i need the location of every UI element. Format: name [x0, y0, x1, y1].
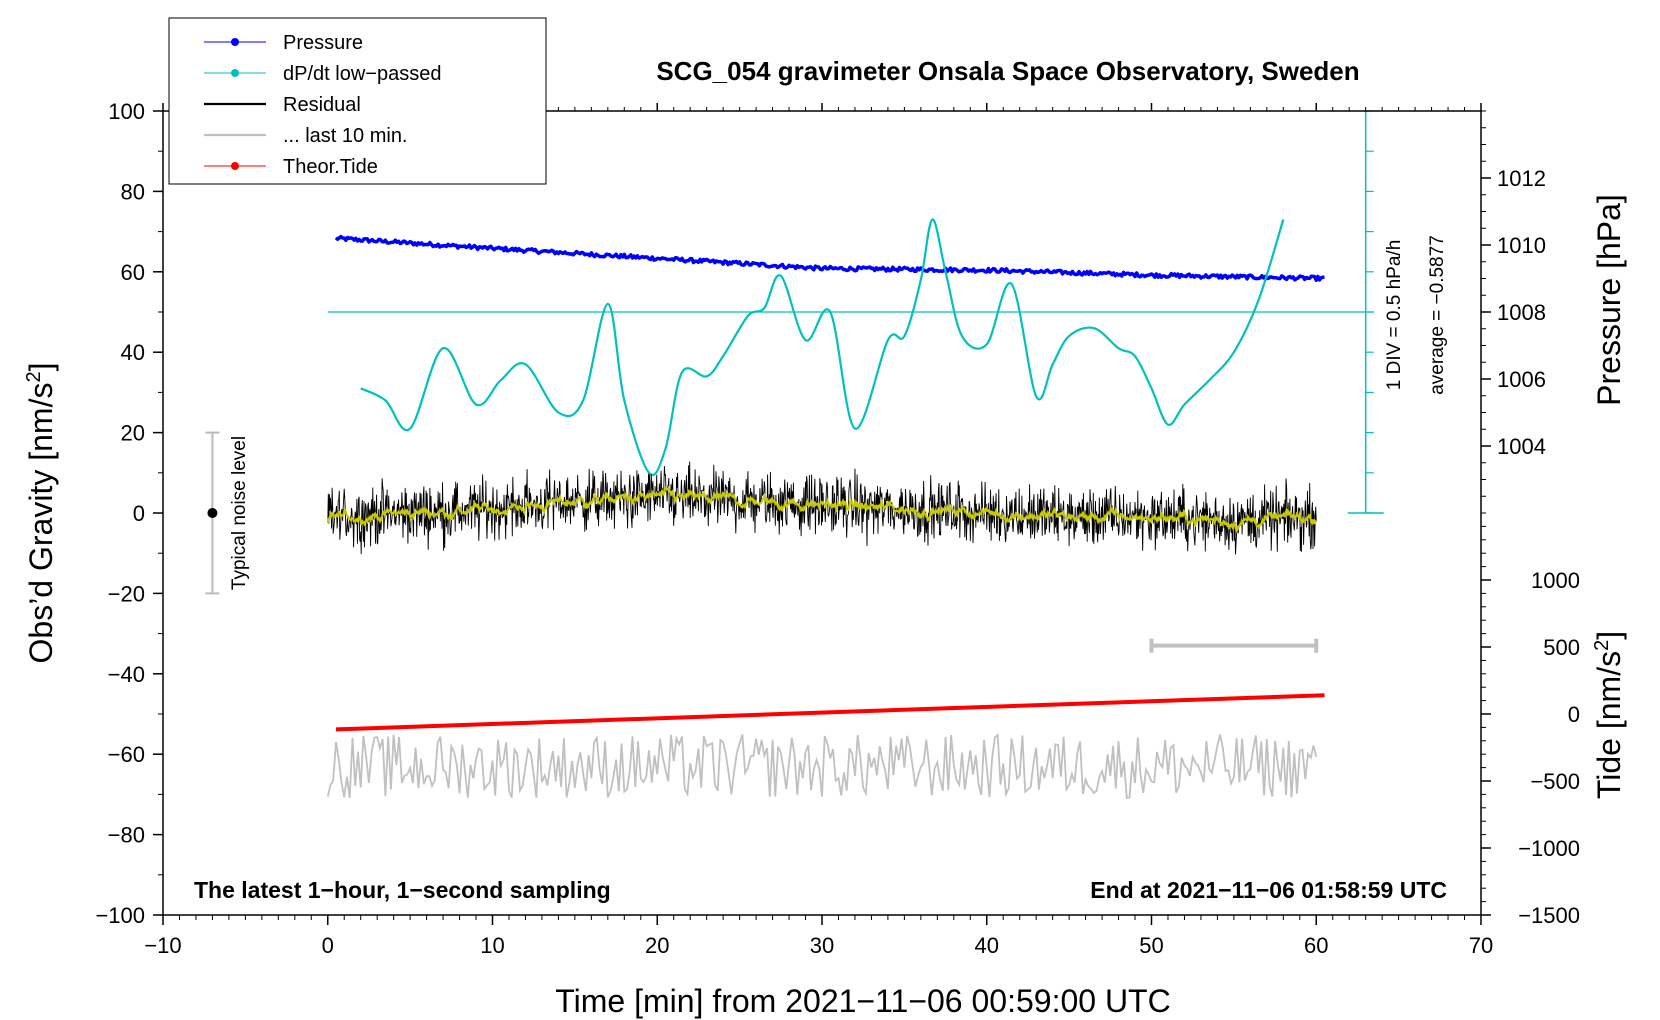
last10-line	[326, 733, 1318, 800]
pressure-tick-label: 1010	[1497, 233, 1546, 258]
legend-label: dP/dt low−passed	[283, 63, 441, 85]
y-tick-label: 20	[121, 421, 145, 446]
dpdt-average-note: average = −0.5877	[1427, 235, 1448, 395]
legend-box	[168, 17, 547, 185]
noise-bar-center	[207, 508, 218, 518]
y-tick-label: 0	[133, 501, 145, 526]
end-time-note: End at 2021−11−06 01:58:59 UTC	[1090, 877, 1447, 903]
x-tick-label: 20	[645, 933, 669, 958]
legend-label: ... last 10 min.	[283, 125, 408, 147]
chart-title: SCG_054 gravimeter Onsala Space Observat…	[656, 56, 1359, 86]
axes-layer: −10 0 10 20 30 40 50 60 70100806040200−20−40−60−…	[95, 99, 1580, 958]
tide-line	[335, 693, 1325, 732]
legend-marker	[231, 69, 239, 77]
tide-tick-label: 500	[1543, 635, 1580, 660]
legend-label: Pressure	[283, 32, 363, 54]
y-tick-label: 80	[121, 179, 145, 204]
tide-tick-label: 1000	[1531, 568, 1580, 593]
x-tick-label: 50	[1139, 933, 1163, 958]
y-axis-title-pressure: Pressure [hPa]	[1591, 194, 1627, 406]
x-tick-label: 0	[322, 933, 334, 958]
y-tick-label: 60	[121, 260, 145, 285]
tide-tick-label: 0	[1568, 702, 1580, 727]
y-tick-label: 100	[108, 99, 145, 124]
x-axis-title: Time [min] from 2021−11−06 00:59:00 UTC	[555, 983, 1170, 1019]
residual-line	[327, 461, 1317, 555]
legend-marker	[231, 162, 239, 170]
pressure-tick-label: 1006	[1497, 367, 1546, 392]
sampling-note: The latest 1−hour, 1−second sampling	[194, 877, 611, 903]
y-tick-label: −80	[108, 823, 145, 848]
y-tick-label: −100	[95, 903, 145, 928]
dpdt-line	[360, 218, 1285, 476]
pressure-line	[334, 234, 1325, 283]
pressure-tick-label: 1012	[1497, 166, 1546, 191]
legend-label: Theor.Tide	[283, 156, 378, 178]
x-tick-label: 60	[1304, 933, 1328, 958]
y-tick-label: −20	[108, 581, 145, 606]
x-tick-label: 10	[480, 933, 504, 958]
y-axis-title-tide: Tide [nm/s2]	[1591, 631, 1627, 799]
tide-tick-label: −500	[1530, 769, 1580, 794]
tide-tick-label: −1500	[1518, 903, 1580, 928]
pressure-tick-label: 1004	[1497, 434, 1546, 459]
y-tick-label: −40	[108, 662, 145, 687]
y-tick-label: −60	[108, 742, 145, 767]
legend: Pressure dP/dt low−passed Residual ... last…	[168, 17, 547, 185]
tide-tick-label: −1000	[1518, 836, 1580, 861]
noise-level-label: Typical noise level	[229, 436, 250, 590]
dpdt-div-note: 1 DIV = 0.5 hPa/h	[1384, 240, 1405, 391]
x-tick-label: 70	[1469, 933, 1493, 958]
legend-label: Residual	[283, 94, 361, 116]
y-axis-title-left: Obs’d Gravity [nm/s2]	[23, 363, 59, 664]
residual-smoothed-line	[326, 485, 1317, 532]
x-tick-label: −10	[144, 933, 181, 958]
legend-marker	[231, 38, 239, 46]
pressure-tick-label: 1008	[1497, 300, 1546, 325]
y-tick-label: 40	[121, 340, 145, 365]
x-tick-label: 30	[810, 933, 834, 958]
x-tick-label: 40	[975, 933, 999, 958]
series-layer	[205, 110, 1384, 800]
